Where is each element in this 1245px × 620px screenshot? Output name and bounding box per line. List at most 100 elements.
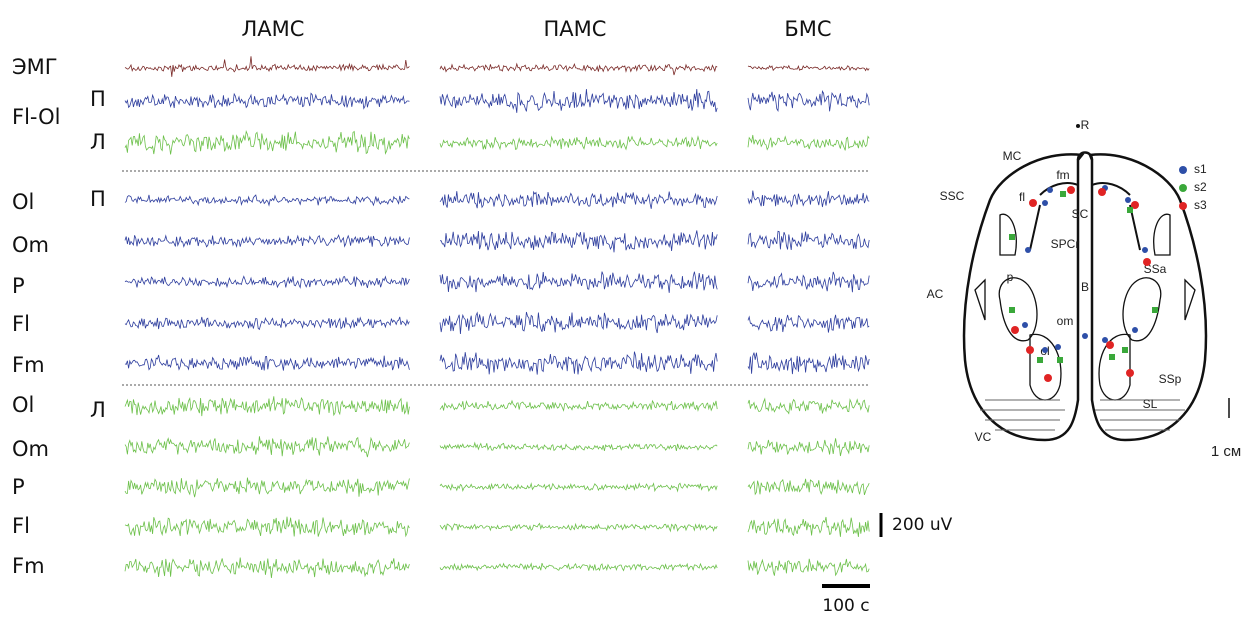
trace [747, 90, 870, 112]
amplitude-label: 200 uV [892, 515, 953, 535]
brain-label: R [1081, 118, 1090, 132]
trace [747, 230, 870, 251]
row-label: Fm [12, 353, 45, 377]
brain-label: SSp [1159, 372, 1182, 386]
brain-label: p [1007, 270, 1014, 284]
row-label: Fl-Ol [12, 105, 60, 129]
site-marker [1122, 347, 1128, 353]
site-marker [1047, 187, 1053, 193]
trace [124, 56, 410, 77]
column-header: ПАМС [544, 17, 607, 41]
side-label: П [90, 187, 106, 211]
trace [747, 558, 870, 577]
site-marker [1009, 307, 1015, 313]
brain-label: AC [927, 287, 944, 301]
row-label: ЭМГ [12, 55, 58, 79]
site-marker [1067, 186, 1075, 194]
site-marker [1029, 199, 1037, 207]
trace [124, 92, 410, 110]
trace [439, 562, 718, 572]
site-marker [1022, 322, 1028, 328]
brain-scale: 1 см [1211, 443, 1241, 460]
brain-label: SSa [1144, 262, 1167, 276]
site-marker [1060, 191, 1066, 197]
site-marker [1102, 337, 1108, 343]
site-marker [1042, 347, 1048, 353]
site-marker [1142, 247, 1148, 253]
trace [747, 516, 870, 537]
trace [124, 234, 410, 248]
trace [747, 478, 870, 496]
brain-label: SC [1072, 207, 1089, 221]
trace [124, 130, 410, 155]
trace [124, 194, 410, 207]
trace [439, 522, 718, 533]
row-label: Om [12, 437, 49, 461]
trace [747, 314, 870, 333]
trace [747, 134, 870, 151]
row-label: P [12, 274, 25, 298]
row-label: Ol [12, 393, 34, 417]
legend-marker [1179, 202, 1187, 210]
trace [124, 516, 410, 538]
row-label: Fl [12, 514, 30, 538]
brain-label: om [1057, 314, 1074, 328]
bregma-dot [1076, 124, 1080, 128]
site-marker [1132, 327, 1138, 333]
site-marker [1125, 197, 1131, 203]
trace [124, 275, 410, 289]
row-label: Fl [12, 312, 30, 336]
time-label: 100 с [822, 596, 869, 616]
site-marker [1044, 374, 1052, 382]
brain-label: fl [1019, 190, 1025, 204]
trace [439, 482, 718, 493]
site-marker [1042, 200, 1048, 206]
trace [439, 311, 718, 335]
site-marker [1011, 326, 1019, 334]
row-label: Ol [12, 190, 34, 214]
row-label: Om [12, 233, 49, 257]
trace [124, 477, 410, 498]
legend-label: s1 [1194, 162, 1207, 176]
site-marker [1126, 369, 1134, 377]
side-label: Л [90, 398, 106, 422]
trace [124, 316, 410, 331]
traces [124, 56, 870, 579]
site-marker [1098, 188, 1106, 196]
site-marker [1143, 258, 1151, 266]
side-label: Л [90, 130, 106, 154]
trace [124, 354, 410, 371]
site-marker [1025, 247, 1031, 253]
brain-label: SSC [940, 189, 965, 203]
brain-label: VC [975, 430, 992, 444]
site-marker [1082, 333, 1088, 339]
trace [747, 397, 870, 415]
trace [439, 351, 718, 375]
brain-label: SL [1143, 397, 1158, 411]
brain-diagram: RMCSSCACVCfmflSCSPCrBpSSaomolSSpSLs1s2s3… [927, 118, 1242, 460]
trace [747, 190, 870, 208]
trace [439, 271, 718, 293]
legend-marker [1179, 166, 1187, 174]
side-label: П [90, 87, 106, 111]
trace [747, 64, 870, 72]
site-marker [1106, 341, 1114, 349]
row-label: P [12, 475, 25, 499]
site-marker [1055, 344, 1061, 350]
trace [439, 135, 718, 151]
legend-marker [1179, 184, 1187, 192]
site-marker [1037, 357, 1043, 363]
site-marker [1026, 346, 1034, 354]
trace [747, 271, 870, 293]
trace [124, 557, 410, 579]
brain-label: B [1081, 280, 1089, 294]
brain-label: MC [1003, 149, 1022, 163]
legend-label: s2 [1194, 180, 1207, 194]
trace [747, 352, 870, 375]
trace [439, 399, 718, 412]
trace [439, 230, 718, 253]
trace [747, 438, 870, 457]
brain-label: fm [1056, 168, 1069, 182]
trace [124, 436, 410, 458]
trace [439, 62, 718, 76]
